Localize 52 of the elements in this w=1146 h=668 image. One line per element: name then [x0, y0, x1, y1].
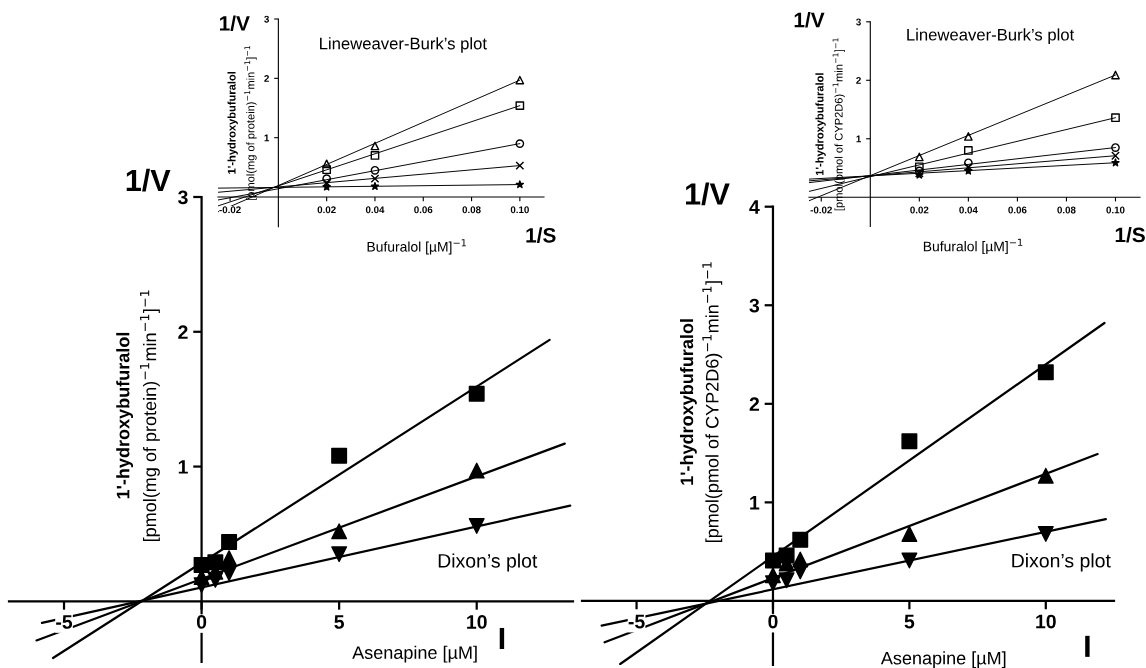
x-tick-label: 0.10 — [510, 206, 529, 214]
text: Lineweaver-Burk’s plot — [320, 37, 487, 53]
y-tick-label: 3 — [178, 190, 188, 205]
y-tick-label: 2 — [749, 397, 759, 411]
x-tick-label: 5 — [904, 614, 915, 629]
y-axis-title: 1'-hydroxybufuralol [pmol(mg of protein)$^{−1}$min$^{−1}$]$^{−1}$ — [227, 45, 257, 201]
y-tick-label: 1 — [856, 135, 861, 143]
y-tick-label: 1 — [178, 460, 188, 474]
annotation: 1/S — [526, 227, 556, 243]
text: 1/V — [686, 182, 730, 206]
x-tick-label: 0.08 — [462, 206, 481, 214]
y-tick-label: 3 — [264, 15, 269, 23]
x-tick-label: 10 — [1036, 614, 1056, 629]
y-tick-label: 4 — [749, 200, 760, 214]
y-tick-label: 1 — [750, 496, 760, 510]
annotation: Dixon’s plot — [1012, 553, 1111, 572]
y-tick-label: 2 — [856, 77, 861, 84]
annotation: I — [499, 627, 505, 649]
text: 1/V — [126, 168, 171, 192]
annotation: 1/V — [794, 12, 825, 28]
y-axis-title: 1'-hydroxybufuralol [pmol(mg of protein)$^{−1}$min$^{−1}$]$^{−1}$ — [116, 290, 160, 542]
annotation: Dixon’s plot — [438, 553, 538, 572]
y-tick-label: 1 — [264, 134, 270, 142]
y-axis-title: 1'-hydroxybufuralol [pmol(pmol of CYP2D6)$^{−1}$min$^{−1}$]$^{−1}$ — [679, 262, 723, 543]
x-axis-title: Bufuralol [µM]$^{−1}$ — [923, 238, 1023, 255]
x-tick-label: 0.04 — [365, 206, 385, 214]
x-axis-title: Bufuralol [µM]$^{−1}$ — [367, 239, 466, 255]
x-tick-label: -5 — [56, 615, 73, 629]
x-tick-label: 0.06 — [1008, 206, 1027, 214]
x-tick-label: 0.04 — [959, 206, 978, 214]
x-tick-label: 0.08 — [1057, 206, 1076, 214]
x-tick-label: 0.10 — [1106, 206, 1125, 214]
x-tick-label: -0.02 — [810, 206, 832, 214]
x-tick-label: 10 — [467, 615, 487, 629]
x-axis-title: Asenapine [µM] — [880, 651, 1006, 668]
x-tick-label: 0 — [768, 614, 778, 629]
x-tick-label: 5 — [334, 615, 345, 629]
x-tick-label: 0.02 — [910, 206, 929, 214]
y-tick-label: 3 — [856, 18, 861, 26]
y-tick-label: 2 — [264, 75, 269, 82]
x-tick-label: -5 — [628, 614, 645, 629]
y-tick-label: 2 — [178, 325, 188, 339]
y-tick-label: 3 — [749, 298, 760, 313]
x-tick-label: 0.06 — [414, 206, 433, 214]
x-tick-label: -0.02 — [219, 206, 241, 214]
annotation: 1/V — [219, 15, 250, 32]
annotation: I — [1085, 635, 1090, 657]
x-tick-label: 0 — [196, 615, 207, 629]
chart-title: Lineweaver-Burk’s plot — [907, 28, 1075, 44]
text: 1/S — [1115, 227, 1145, 243]
x-axis-title: Asenapine [µM] — [352, 645, 477, 663]
x-tick-label: 0.02 — [317, 206, 336, 214]
